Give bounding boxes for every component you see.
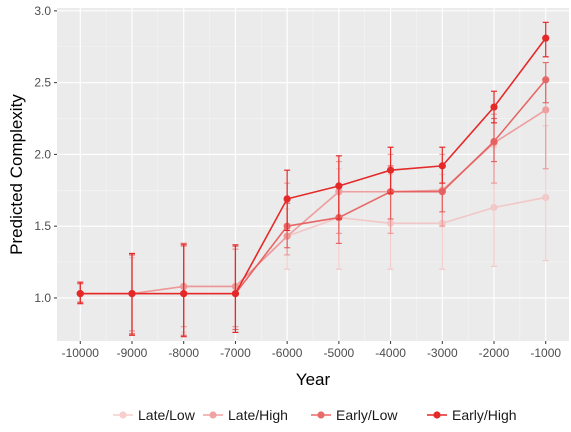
legend-key-point <box>209 411 217 419</box>
data-point <box>128 290 136 298</box>
x-tick-label: -6000 <box>272 346 303 360</box>
data-point <box>283 195 291 203</box>
legend-key-point <box>433 411 441 419</box>
x-tick-label: -3000 <box>427 346 458 360</box>
legend-item <box>427 411 447 419</box>
x-tick-label: -9000 <box>117 346 148 360</box>
legend-key-point <box>119 411 127 419</box>
x-tick-label: -10000 <box>62 346 100 360</box>
data-point <box>490 103 498 111</box>
data-point <box>438 188 446 196</box>
data-point <box>542 76 550 84</box>
legend-item <box>113 411 133 419</box>
data-point <box>490 137 498 146</box>
y-tick-label: 3.0 <box>34 4 51 18</box>
y-axis: 1.0 1.5 2.0 2.5 3.0 <box>34 4 57 305</box>
data-point <box>438 162 446 170</box>
data-point <box>542 106 550 114</box>
data-point <box>231 290 240 298</box>
legend-label: Late/High <box>228 407 288 423</box>
data-point <box>490 203 498 212</box>
y-tick-label: 2.5 <box>34 76 51 90</box>
data-point <box>335 182 343 190</box>
x-tick-label: -7000 <box>220 346 251 360</box>
x-axis: -10000 -9000 -8000 -7000 -6000 -5000 -4000 -300… <box>62 341 561 360</box>
data-point <box>386 166 395 174</box>
y-tick-label: 1.0 <box>34 291 51 305</box>
legend-label: Early/Low <box>336 407 398 423</box>
y-axis-title: Predicted Complexity <box>7 94 26 255</box>
legend-label: Early/High <box>452 407 517 423</box>
legend-item <box>203 411 223 419</box>
x-tick-label: -1000 <box>530 346 561 360</box>
series-layer <box>76 21 550 338</box>
x-tick-label: -8000 <box>168 346 199 360</box>
x-tick-label: -4000 <box>375 346 406 360</box>
data-point <box>180 290 188 298</box>
data-point <box>542 193 550 202</box>
y-tick-label: 1.5 <box>34 219 51 233</box>
y-tick-label: 2.0 <box>34 147 51 161</box>
legend: Late/Low Late/High Early/Low Early/High <box>113 407 517 423</box>
grid-minor <box>57 8 569 341</box>
x-axis-title: Year <box>296 370 331 389</box>
data-point <box>76 290 84 298</box>
legend-label: Late/Low <box>138 407 196 423</box>
legend-key-point <box>317 411 325 419</box>
x-tick-label: -5000 <box>324 346 355 360</box>
series-early-high <box>76 21 550 338</box>
x-tick-label: -2000 <box>479 346 510 360</box>
data-point <box>542 34 550 42</box>
legend-item <box>311 411 331 419</box>
series-line <box>80 37 547 295</box>
